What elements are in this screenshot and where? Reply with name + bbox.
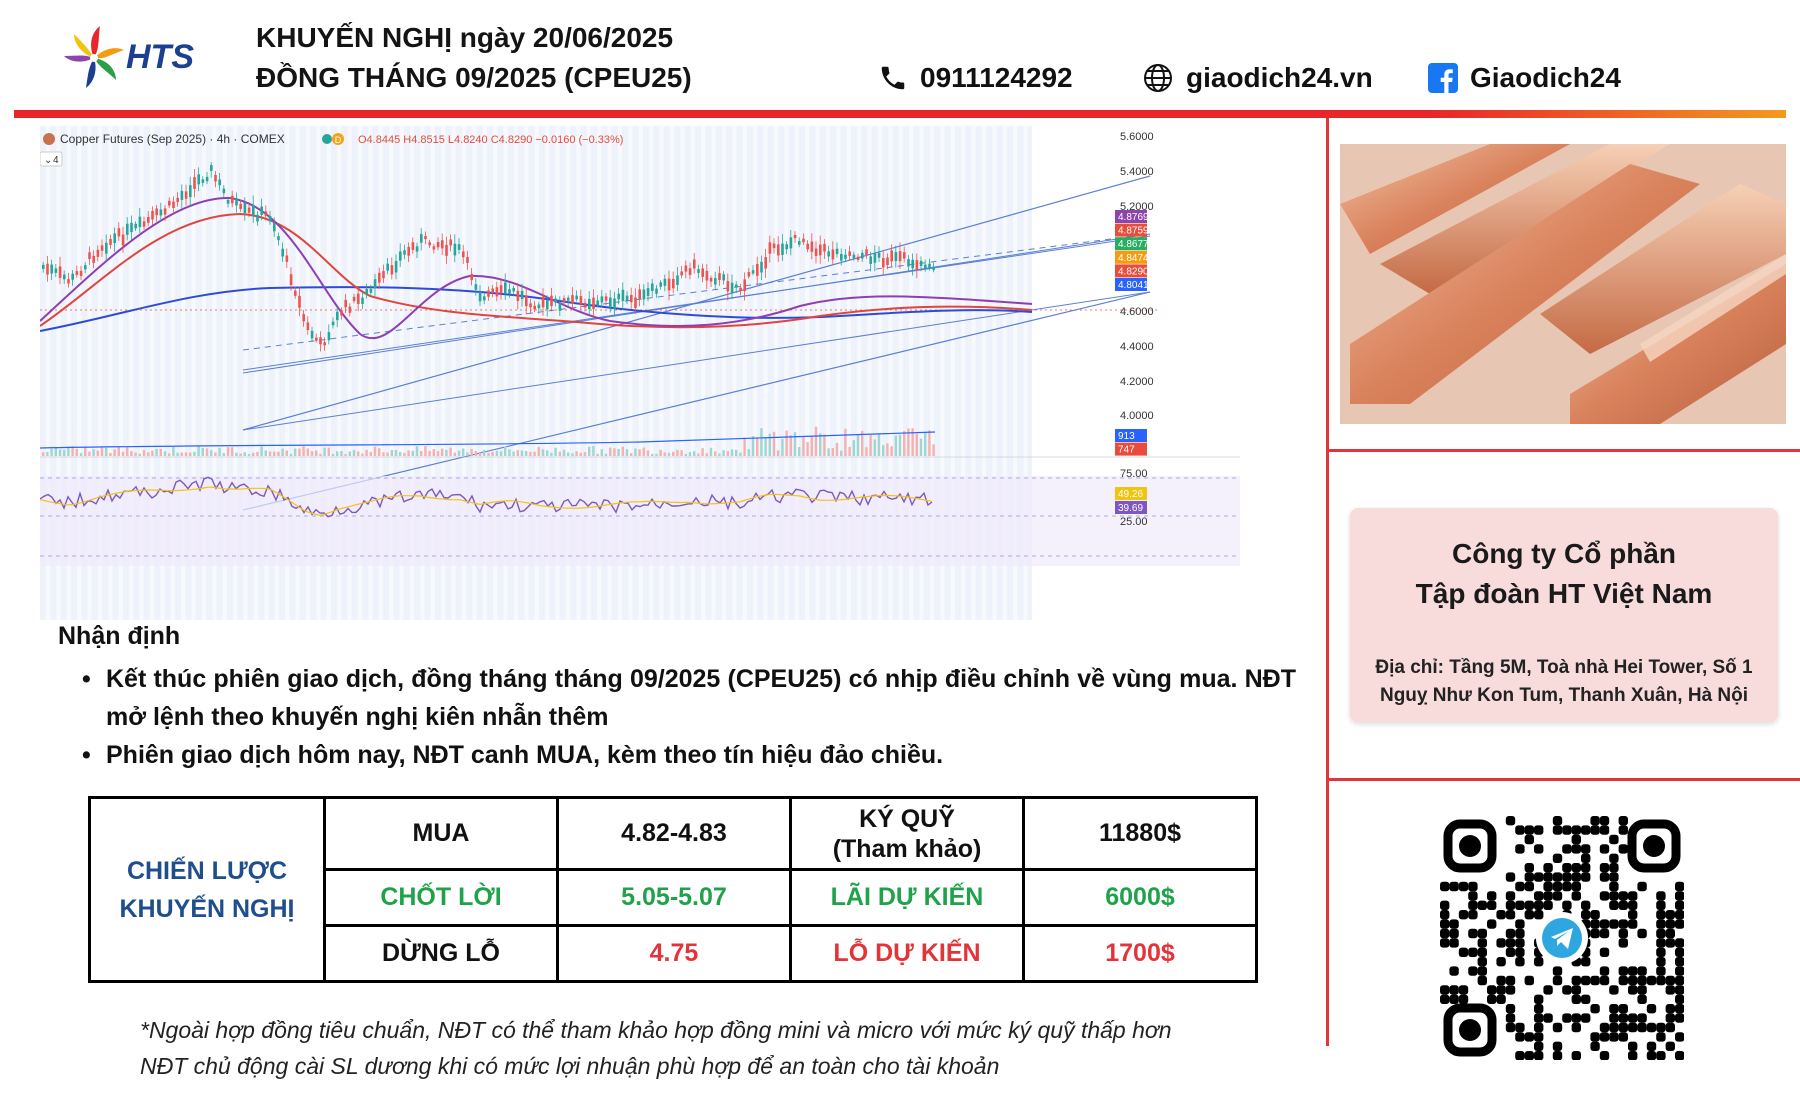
price-candles [42,162,935,352]
expected-loss-value: 1700$ [1022,924,1258,983]
phone-icon [881,66,905,90]
margin-label: KÝ QUỸ (Tham khảo) [789,796,1025,871]
analysis-bullet: Phiên giao dịch hôm nay, NĐT canh MUA, k… [82,736,1296,774]
hts-logo-icon [64,26,124,88]
stop-loss-value: 4.75 [556,924,792,983]
globe-icon [1144,64,1172,92]
price-axis-label: 4.0000 [1120,410,1154,422]
price-tag-label: 4.8677 [1118,239,1149,250]
price-tag [1115,237,1147,251]
company-address: Địa chỉ: Tầng 5M, Toà nhà Hei Tower, Số … [1362,654,1766,710]
company-card: Công ty Cổ phần Tập đoàn HT Việt Nam Địa… [1350,508,1778,722]
take-profit-label: CHỐT LỜI [323,868,559,927]
price-tag-label: 4.8769 [1118,212,1149,223]
price-tag [1115,250,1147,264]
expected-profit-label: LÃI DỰ KIẾN [789,868,1025,927]
footnote-line: NĐT chủ động cài SL dương khi có mức lợi… [140,1053,1000,1079]
phone-contact[interactable]: 0911124292 [878,58,1073,98]
price-axis-label: 4.6000 [1120,306,1154,318]
price-chart: Copper Futures (Sep 2025) · 4h · COMEX D… [40,126,1240,620]
rsi-panel [40,476,1240,566]
price-tag-label: 4.8290 [1118,266,1149,277]
price-tag-label: 913 [1118,431,1135,442]
strategy-label: CHIẾN LƯỢC KHUYẾN NGHỊ [88,796,326,983]
stop-loss-label: DỪNG LỖ [323,924,559,983]
price-axis-label: 5.4000 [1120,166,1154,178]
table-row: DỪNG LỖ 4.75 LỖ DỰ KIẾN 1700$ [90,924,1258,983]
website-link[interactable]: giaodich24.vn [1142,58,1373,98]
price-axis-label: 5.6000 [1120,131,1154,143]
price-tag [1115,223,1147,237]
price-tag-label: 4.8759 [1118,226,1149,237]
facebook-text: Giaodich24 [1470,62,1621,93]
collapse-count[interactable]: 4 [53,155,59,166]
price-tag-label: 39.69 [1118,503,1143,514]
facebook-link[interactable]: Giaodich24 [1428,58,1621,98]
facebook-icon [1428,63,1458,93]
buy-label: MUA [323,796,559,871]
take-profit-range: 5.05-5.07 [556,868,792,927]
panel-divider [1326,449,1800,452]
company-name: Công ty Cổ phần [1452,538,1676,569]
report-subtitle: ĐỒNG THÁNG 09/2025 (CPEU25) [256,62,692,93]
address-line: Địa chỉ: Tầng 5M, Toà nhà Hei Tower, Số … [1375,657,1753,678]
svg-text:HTS: HTS [126,38,194,76]
price-tag [1115,264,1147,278]
price-tag-label: 4.8474 [1118,253,1149,264]
table-row: CHIẾN LƯỢC KHUYẾN NGHỊ MUA 4.82-4.83 KÝ … [88,796,1258,983]
rsi-axis-label: 25.00 [1120,516,1148,528]
rsi-axis-label: 75.00 [1120,468,1148,480]
volume-bars [40,426,1240,458]
telegram-icon [1542,918,1582,958]
analysis-heading: Nhận định [58,622,181,650]
svg-text:⌄: ⌄ [44,155,52,166]
price-tag [1115,278,1147,291]
panel-divider [1326,118,1329,1046]
company-name: Tập đoàn HT Việt Nam [1415,578,1713,609]
telegram-qr-code[interactable] [1440,816,1684,1060]
copper-symbol-icon [43,133,55,145]
price-tags: 4.8769 4.8759 4.8677 4.8474 4.8290 4.8041 913 7… [1115,210,1149,514]
copper-bars-image [1340,144,1786,424]
address-line: Nguỵ Như Kon Tum, Thanh Xuân, Hà Nội [1379,685,1749,706]
session-stripes [46,126,1028,620]
panel-divider [1326,778,1800,781]
website-text: giaodich24.vn [1186,62,1373,93]
table-row: CHỐT LỜI 5.05-5.07 LÃI DỰ KIẾN 6000$ [90,868,1258,927]
price-tag-label: 747 [1118,445,1135,456]
symbol-label: Copper Futures (Sep 2025) · 4h · COMEX [60,132,285,146]
interval-badge: D [335,135,342,145]
price-axis-label: 4.2000 [1120,376,1154,388]
phone-number: 0911124292 [920,62,1073,93]
expected-loss-label: LỖ DỰ KIẾN [789,924,1025,983]
footnote: *Ngoài hợp đồng tiêu chuẩn, NĐT có thể t… [140,1012,1172,1084]
ohlc-readout: O4.8445 H4.8515 L4.8240 C4.8290 −0.0160 … [358,134,623,146]
buy-range: 4.82-4.83 [556,796,792,871]
trend-channel [40,175,1160,511]
hts-logo: HTS [64,26,194,88]
price-tag [1115,210,1147,223]
strategy-table: CHIẾN LƯỢC KHUYẾN NGHỊ MUA 4.82-4.83 KÝ … [88,796,1258,983]
analysis-bullet: Kết thúc phiên giao dịch, đồng tháng thá… [82,660,1296,736]
chart-legend: Copper Futures (Sep 2025) · 4h · COMEX D… [40,132,623,167]
margin-value: 11880$ [1022,796,1258,871]
price-tag-label: 49.26 [1118,489,1143,500]
analysis-list: Kết thúc phiên giao dịch, đồng tháng thá… [82,660,1296,774]
price-tag [1115,487,1147,500]
footnote-line: *Ngoài hợp đồng tiêu chuẩn, NĐT có thể t… [140,1017,1172,1043]
header-divider [14,110,1786,118]
price-axis: 5.60005.40005.20004.60004.40004.20004.00… [1120,131,1154,528]
price-axis-label: 4.4000 [1120,341,1154,353]
report-title: KHUYẾN NGHỊ ngày 20/06/2025 [256,22,674,53]
price-tag [1115,442,1147,456]
expected-profit-value: 6000$ [1022,868,1258,927]
price-tag [1115,501,1147,514]
price-tag-label: 4.8041 [1118,280,1149,291]
price-tag [1115,429,1147,442]
